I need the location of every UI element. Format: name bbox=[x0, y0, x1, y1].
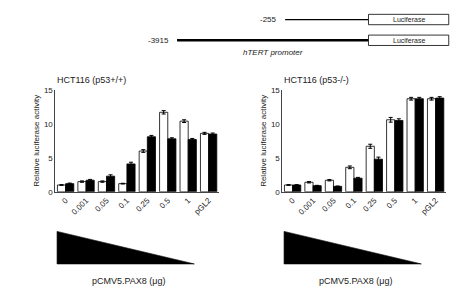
svg-text:10: 10 bbox=[44, 120, 53, 129]
svg-text:HCT116 (p53-/-): HCT116 (p53-/-) bbox=[284, 75, 349, 85]
svg-text:0.001: 0.001 bbox=[297, 196, 318, 217]
svg-text:Relative luciferase activity: Relative luciferase activity bbox=[32, 95, 41, 187]
svg-text:-255: -255 bbox=[260, 15, 277, 24]
svg-text:0.1: 0.1 bbox=[344, 196, 359, 211]
svg-text:1: 1 bbox=[410, 196, 420, 206]
svg-text:0.5: 0.5 bbox=[385, 196, 400, 211]
svg-text:Relative luciferase activity: Relative luciferase activity bbox=[259, 95, 268, 187]
svg-text:0.25: 0.25 bbox=[134, 196, 152, 214]
svg-text:HCT116 (p53+/+): HCT116 (p53+/+) bbox=[57, 75, 126, 85]
svg-text:pCMV5.PAX8 (μg): pCMV5.PAX8 (μg) bbox=[319, 276, 393, 286]
svg-text:Luciferase: Luciferase bbox=[393, 16, 425, 23]
svg-text:pCMV5.PAX8 (μg): pCMV5.PAX8 (μg) bbox=[92, 276, 166, 286]
svg-text:0.1: 0.1 bbox=[117, 196, 132, 211]
svg-text:0.05: 0.05 bbox=[320, 196, 338, 214]
svg-text:5: 5 bbox=[48, 154, 53, 163]
svg-text:-3915: -3915 bbox=[148, 36, 169, 45]
svg-text:0.5: 0.5 bbox=[158, 196, 173, 211]
svg-text:pGL2: pGL2 bbox=[193, 196, 214, 217]
svg-text:Luciferase: Luciferase bbox=[393, 37, 425, 44]
svg-text:0: 0 bbox=[287, 196, 297, 206]
svg-text:0: 0 bbox=[275, 188, 280, 197]
svg-text:0: 0 bbox=[60, 196, 70, 206]
svg-text:0.05: 0.05 bbox=[93, 196, 111, 214]
svg-text:1: 1 bbox=[183, 196, 193, 206]
svg-text:5: 5 bbox=[275, 154, 280, 163]
svg-text:0: 0 bbox=[48, 188, 53, 197]
svg-text:hTERT promoter: hTERT promoter bbox=[243, 48, 303, 57]
svg-text:pGL2: pGL2 bbox=[420, 196, 441, 217]
svg-text:15: 15 bbox=[44, 86, 53, 95]
svg-text:0.25: 0.25 bbox=[361, 196, 379, 214]
svg-text:15: 15 bbox=[271, 86, 280, 95]
svg-text:0.001: 0.001 bbox=[70, 196, 91, 217]
svg-text:10: 10 bbox=[271, 120, 280, 129]
